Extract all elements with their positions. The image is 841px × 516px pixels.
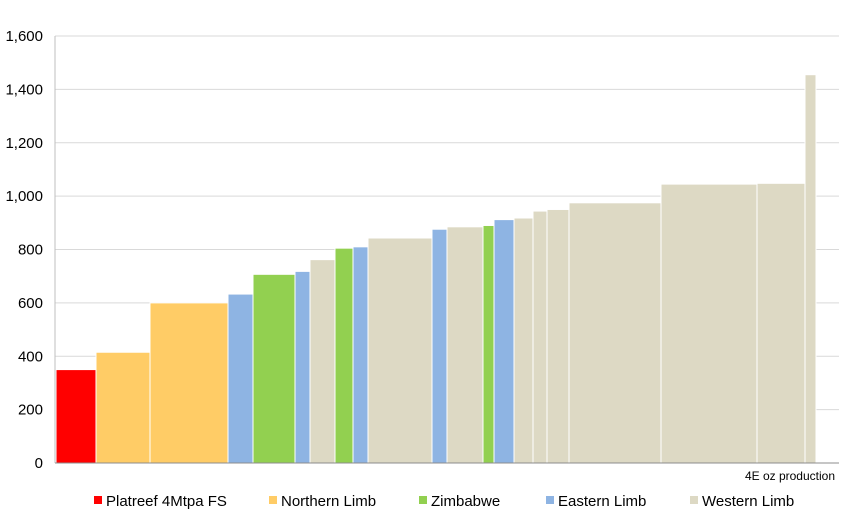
legend-swatch	[419, 496, 427, 504]
y-tick-label: 1,600	[5, 28, 43, 45]
bar-western	[660, 183, 758, 464]
legend-item-platreef: Platreef 4Mtpa FS	[94, 493, 227, 510]
legend-swatch	[94, 496, 102, 504]
bar-northern	[149, 302, 229, 464]
bar-western	[532, 210, 548, 464]
bar-eastern	[493, 219, 515, 464]
bar-eastern	[227, 293, 254, 464]
bar-zimbabwe	[482, 224, 495, 464]
bar-western	[568, 202, 662, 464]
legend-label: Northern Limb	[281, 493, 376, 510]
y-tick-label: 1,000	[5, 188, 43, 205]
legend-swatch	[690, 496, 698, 504]
y-tick-label: 800	[18, 242, 43, 259]
bar-eastern	[431, 228, 448, 464]
bar-western	[367, 237, 433, 464]
bar-eastern	[294, 270, 311, 464]
bar-zimbabwe	[252, 273, 296, 464]
legend-item-eastern: Eastern Limb	[546, 493, 646, 510]
bar-western	[546, 208, 570, 464]
y-axis-tick-labels: 0 200 400 600 800 1,000 1,200 1,400 1,600	[5, 28, 43, 472]
x-axis-label: 4E oz production	[745, 469, 835, 483]
bar-eastern	[352, 246, 369, 464]
y-tick-label: 400	[18, 348, 43, 365]
legend-label: Eastern Limb	[558, 493, 646, 510]
legend-item-zimbabwe: Zimbabwe	[419, 493, 500, 510]
legend-item-northern: Northern Limb	[269, 493, 376, 510]
bar-zimbabwe	[334, 247, 354, 464]
legend-swatch	[269, 496, 277, 504]
bars	[55, 74, 817, 464]
y-tick-label: 1,400	[5, 81, 43, 98]
legend-swatch	[546, 496, 554, 504]
bar-western	[513, 217, 534, 464]
y-tick-label: 600	[18, 295, 43, 312]
bar-western	[446, 226, 484, 464]
y-tick-label: 0	[35, 455, 43, 472]
bar-northern	[95, 351, 151, 464]
bar-platreef	[55, 369, 97, 464]
legend: Platreef 4Mtpa FS Northern Limb Zimbabwe Ea…	[94, 493, 794, 510]
bar-western	[804, 74, 817, 464]
y-tick-label: 1,200	[5, 135, 43, 152]
legend-label: Western Limb	[702, 493, 794, 510]
legend-label: Zimbabwe	[431, 493, 500, 510]
bar-western	[309, 259, 336, 464]
legend-item-western: Western Limb	[690, 493, 794, 510]
legend-label: Platreef 4Mtpa FS	[106, 493, 227, 510]
bar-western	[756, 182, 806, 464]
y-tick-label: 200	[18, 402, 43, 419]
